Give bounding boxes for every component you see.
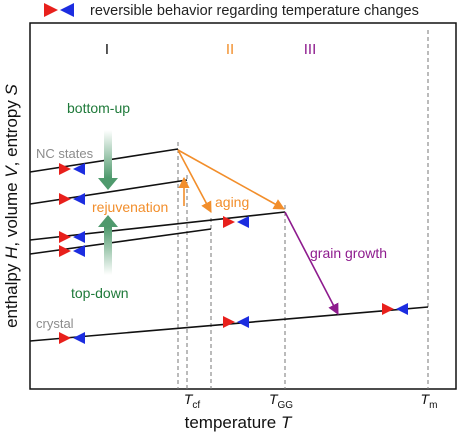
bottom-up-label: bottom-up <box>67 100 130 116</box>
tick-t-gg-sub: GG <box>278 400 294 411</box>
aging-arrow-1 <box>177 149 212 213</box>
blue-arrow-icon <box>73 332 85 344</box>
blue-arrow-icon <box>73 245 85 257</box>
region-label-3: III <box>304 41 317 58</box>
nc-state-line-3 <box>29 211 286 241</box>
legend-text: reversible behavior regarding temperatur… <box>90 3 419 19</box>
tick-t-cf-main: T <box>184 391 194 407</box>
x-axis-label: temperature T <box>185 413 293 432</box>
tick-t-gg-main: T <box>269 391 279 407</box>
dashed-guides <box>177 30 429 389</box>
svg-text:TGG: TGG <box>269 391 293 411</box>
y-axis-label-part-4: V <box>2 165 21 178</box>
y-axis-label-part-3: , volume <box>2 178 21 247</box>
aging-arrow-2 <box>177 149 285 210</box>
reversible-marker-pair <box>59 245 85 257</box>
y-axis-label-part-6: S <box>2 83 21 95</box>
bottom-up-arrow <box>98 130 118 190</box>
region-label-2: II <box>226 41 234 58</box>
reversible-marker-pair <box>223 316 249 328</box>
reversible-marker-pair <box>223 216 249 228</box>
blue-arrow-icon <box>73 231 85 243</box>
x-axis-label-symbol: T <box>281 413 293 432</box>
reversible-markers <box>59 163 408 344</box>
red-arrow-icon <box>59 193 71 205</box>
rejuvenation-label: rejuvenation <box>92 199 168 215</box>
nc-state-line-2 <box>29 179 188 205</box>
reversible-marker-pair <box>382 303 408 315</box>
y-axis-label-part-1: enthalpy <box>2 259 21 328</box>
reversible-marker-pair <box>59 231 85 243</box>
svg-text:Tcf: Tcf <box>184 391 201 411</box>
blue-arrow-icon <box>237 216 249 228</box>
tick-t-m: Tm <box>421 391 438 411</box>
blue-arrow-icon <box>237 316 249 328</box>
nc-states-label: NC states <box>36 146 94 161</box>
red-blue-arrow-pair-icon <box>44 3 74 17</box>
nc-state-line-4 <box>29 228 212 255</box>
red-arrow-icon <box>59 245 71 257</box>
red-arrow-icon <box>382 303 394 315</box>
tick-t-cf-sub: cf <box>192 400 200 411</box>
red-arrow-icon <box>223 216 235 228</box>
tick-t-m-main: T <box>421 391 431 407</box>
crystal-label: crystal <box>36 316 74 331</box>
y-axis-label-part-5: , entropy <box>2 95 21 166</box>
grain-growth-arrow <box>284 211 339 315</box>
y-axis-label-part-2: H <box>2 246 21 259</box>
plot-frame <box>29 22 457 390</box>
aging-label: aging <box>215 194 249 210</box>
blue-arrow-icon <box>73 193 85 205</box>
x-axis-label-text: temperature <box>185 413 281 432</box>
red-arrow-icon <box>59 231 71 243</box>
tick-t-cf: Tcf <box>184 391 201 411</box>
top-down-label: top-down <box>71 285 129 301</box>
legend: reversible behavior regarding temperatur… <box>44 3 419 19</box>
red-arrow-icon <box>59 332 71 344</box>
blue-arrow-icon <box>396 303 408 315</box>
reversible-marker-pair <box>59 332 85 344</box>
red-arrow-icon <box>59 163 71 175</box>
top-down-arrow <box>98 215 118 275</box>
reversible-marker-pair <box>59 193 85 205</box>
grain-growth-label: grain growth <box>310 245 387 261</box>
tick-t-m-sub: m <box>429 400 437 411</box>
red-arrow-icon <box>223 316 235 328</box>
blue-arrow-icon <box>73 163 85 175</box>
y-axis-label: enthalpy H, volume V, entropy S <box>2 83 21 327</box>
region-label-1: I <box>105 41 109 58</box>
tick-t-gg: TGG <box>269 391 293 411</box>
svg-text:Tm: Tm <box>421 391 438 411</box>
reversible-marker-pair <box>59 163 85 175</box>
